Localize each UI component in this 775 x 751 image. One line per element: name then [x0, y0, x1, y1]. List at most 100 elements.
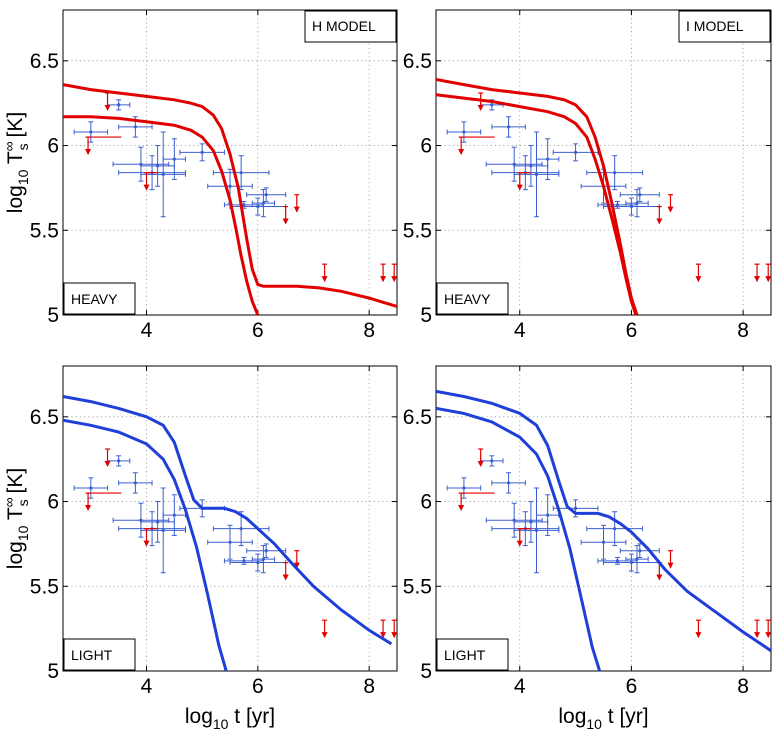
- data-point: [246, 187, 287, 202]
- limit-arrowhead: [391, 276, 397, 283]
- upper-limit: [321, 263, 328, 283]
- point-marker: [256, 560, 260, 565]
- x-axis-label: log10 t [yr]: [185, 705, 275, 732]
- plot-area: [436, 389, 771, 671]
- envelope-label-text: LIGHT: [71, 647, 113, 663]
- axes-box: [435, 9, 772, 316]
- point-marker: [635, 557, 639, 561]
- point-marker: [261, 557, 265, 561]
- y-tick-label: 6.5: [30, 50, 59, 73]
- x-tick-label: 4: [514, 319, 526, 342]
- point-marker: [615, 559, 620, 563]
- model-label-text: I MODEL: [686, 18, 744, 34]
- data-point: [480, 455, 504, 467]
- upper-limit: [391, 619, 397, 639]
- upper-limit: [104, 92, 111, 111]
- limit-arrowhead: [293, 562, 300, 569]
- upper-limit: [380, 263, 387, 283]
- limit-arrowhead: [656, 218, 663, 225]
- plot-area: [63, 395, 397, 671]
- upper-limit: [85, 492, 122, 512]
- point-marker: [529, 520, 533, 524]
- limit-arrowhead: [765, 276, 771, 283]
- y-tick-label: 5: [420, 304, 432, 327]
- limit-arrowhead: [282, 218, 289, 225]
- upper-limit: [321, 619, 328, 639]
- envelope-label-text: HEAVY: [71, 291, 118, 307]
- point-marker: [228, 540, 232, 544]
- axes-box: [435, 365, 772, 672]
- limit-arrowhead: [85, 149, 92, 156]
- upper-limit: [754, 619, 761, 639]
- upper-limit: [104, 448, 111, 467]
- limit-arrowhead: [754, 632, 761, 639]
- data-point: [107, 455, 131, 467]
- data-point: [597, 200, 638, 209]
- data-point: [162, 494, 186, 536]
- y-tick-label: 6: [47, 135, 59, 158]
- point-marker: [161, 528, 165, 532]
- point-marker: [156, 520, 160, 524]
- upper-limit: [293, 550, 300, 569]
- point-marker: [546, 513, 550, 517]
- envelope-label-box: [63, 282, 136, 315]
- y-tick-label: 6: [420, 491, 432, 514]
- x-axis-label: log10 t [yr]: [558, 705, 648, 732]
- upper-limit: [695, 263, 702, 283]
- limit-arrowhead: [380, 632, 387, 639]
- data-point: [207, 524, 253, 560]
- data-point: [212, 155, 270, 191]
- point-marker: [462, 486, 466, 490]
- envelope-label-box: [436, 282, 509, 315]
- x-tick-label: 6: [626, 675, 638, 698]
- point-marker: [242, 559, 246, 563]
- limit-arrowhead: [667, 206, 674, 213]
- point-marker: [264, 193, 268, 197]
- panel-bottom-right: 4 6 8 5 5.5 6 6.5 LIGHT log10 t [yr]: [403, 365, 772, 732]
- upper-limit: [391, 263, 397, 283]
- point-marker: [117, 459, 121, 463]
- upper-limit: [765, 263, 771, 283]
- panel-top-left: 4 6 8 5 5.5 6 6.5 HEAVY H MODEL log10 T∞s [K]: [1, 9, 398, 342]
- model-label: I MODEL: [678, 10, 771, 43]
- envelope-label-box: [436, 638, 509, 671]
- axes-box: [62, 365, 398, 672]
- data-point: [73, 477, 109, 499]
- upper-limit: [282, 205, 289, 225]
- panel-top-right: 4 6 8 5 5.5 6 6.5 HEAVY I MODEL: [403, 9, 772, 342]
- data-point: [513, 131, 560, 218]
- data-point: [118, 472, 153, 494]
- data-point: [229, 553, 287, 572]
- point-marker: [239, 171, 243, 175]
- y-tick-label: 5.5: [403, 219, 432, 242]
- limit-arrowhead: [695, 276, 702, 283]
- data-point: [625, 189, 649, 218]
- point-marker: [156, 164, 160, 168]
- envelope-label: LIGHT: [436, 638, 509, 671]
- data-point: [251, 189, 276, 218]
- limit-arrowhead: [104, 104, 111, 111]
- cooling-curve-2: [436, 93, 638, 315]
- limit-arrowhead: [458, 505, 465, 512]
- upper-limit: [85, 136, 122, 156]
- upper-limit: [656, 205, 663, 225]
- limit-arrowhead: [143, 540, 150, 547]
- x-tick-label: 4: [141, 675, 153, 698]
- data-point: [513, 145, 549, 187]
- cooling-curve-1: [63, 395, 393, 646]
- data-point: [491, 116, 526, 138]
- limit-arrowhead: [667, 562, 674, 569]
- cooling-curve-1: [63, 83, 397, 308]
- upper-limit: [293, 194, 300, 213]
- data-point: [140, 487, 186, 574]
- y-axis-label: log10 T∞s [K]: [1, 112, 31, 213]
- data-point: [619, 187, 660, 202]
- point-marker: [172, 513, 176, 517]
- limit-arrowhead: [293, 206, 300, 213]
- upper-limit: [458, 492, 495, 512]
- y-tick-label: 5.5: [403, 575, 432, 598]
- y-tick-label: 6.5: [403, 50, 432, 73]
- data-point: [536, 494, 560, 536]
- data-point: [603, 553, 660, 572]
